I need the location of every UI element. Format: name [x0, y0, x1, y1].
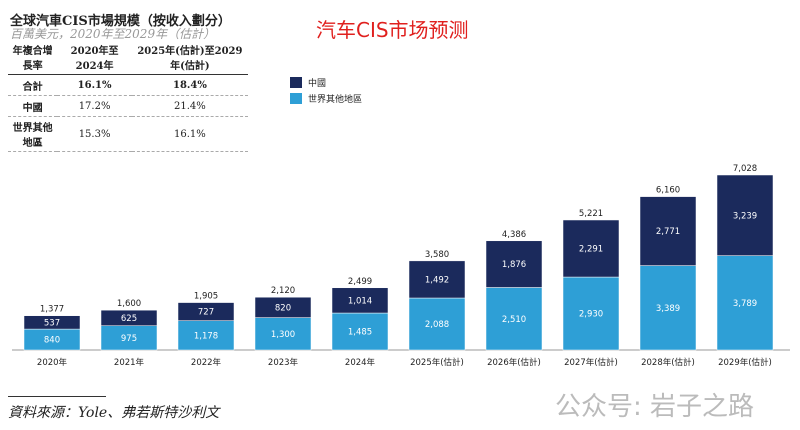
total-label: 3,580 [425, 250, 449, 260]
data-label: 625 [121, 314, 137, 324]
legend-swatch [290, 77, 302, 88]
bar-segment [100, 325, 158, 351]
total-label: 2,120 [271, 286, 295, 296]
data-label: 1,485 [348, 328, 372, 338]
data-label: 1,876 [502, 260, 526, 270]
legend-swatch [290, 93, 302, 104]
cell: 合計 [8, 74, 58, 96]
legend-rest-of-world: 世界其他地區 [290, 92, 362, 105]
data-label: 820 [275, 303, 291, 313]
data-label: 3,389 [656, 304, 680, 314]
bar-segment [485, 240, 543, 288]
table-header: 年複合增長率 [8, 40, 58, 75]
data-label: 2,771 [656, 227, 680, 237]
data-label: 3,239 [733, 211, 757, 221]
data-label: 1,300 [271, 330, 295, 340]
chart-title: 全球汽車CIS市場規模（按收入劃分） [10, 14, 231, 29]
x-tick-label: 2024年 [345, 357, 376, 368]
total-label: 7,028 [733, 164, 757, 174]
total-label: 2,499 [348, 277, 372, 287]
bar-segment [639, 196, 697, 266]
bar-segment [639, 265, 697, 351]
data-label: 1,014 [348, 296, 372, 306]
divider [8, 396, 106, 397]
data-label: 3,789 [733, 299, 757, 309]
cell: 21.4% [131, 95, 248, 117]
total-label: 5,221 [579, 209, 603, 219]
bar-segment [716, 174, 774, 256]
cell: 15.3% [57, 116, 132, 152]
total-label: 1,377 [40, 305, 64, 315]
bar-segment [562, 219, 620, 278]
bar-segment [485, 287, 543, 351]
bar-segment [177, 320, 235, 351]
total-label: 1,905 [194, 292, 218, 302]
cell: 16.1% [131, 116, 248, 152]
x-tick-label: 2028年(估計) [641, 357, 695, 368]
total-label: 6,160 [656, 186, 680, 196]
bar-segment [254, 317, 312, 351]
chart-subtitle: 百萬美元，2020年至2029年（估計） [10, 27, 216, 41]
bar-segment [408, 260, 466, 299]
data-label: 2,291 [579, 245, 603, 255]
x-tick-label: 2022年 [191, 357, 222, 368]
table-row: 世界其他地區 15.3% 16.1% [8, 116, 248, 152]
x-tick-label: 2029年(估計) [718, 357, 772, 368]
bar-segment [100, 309, 158, 326]
legend-label: 中國 [308, 79, 327, 89]
table-row: 中國 17.2% 21.4% [8, 95, 248, 117]
bar-segment [408, 297, 466, 351]
data-label: 840 [44, 336, 60, 346]
data-label: 727 [198, 308, 214, 318]
total-label: 1,600 [117, 299, 141, 309]
cell: 18.4% [131, 74, 248, 96]
red-title: 汽车CIS市场预测 [316, 18, 469, 42]
data-label: 1,178 [194, 331, 218, 341]
legend-label: 世界其他地區 [308, 95, 363, 105]
cell: 17.2% [57, 95, 132, 117]
bar-segment [331, 312, 389, 351]
bar-segment [23, 315, 81, 330]
bar-segment [177, 302, 235, 321]
table-header: 2025年(估計)至2029年(估計) [131, 40, 248, 75]
table-header: 2020年至2024年 [57, 40, 132, 75]
cell: 16.1% [57, 74, 132, 96]
legend-china: 中國 [290, 76, 326, 89]
x-tick-label: 2025年(估計) [410, 357, 464, 368]
cell: 中國 [8, 95, 58, 117]
data-label: 2,088 [425, 320, 449, 330]
x-tick-label: 2023年 [268, 357, 299, 368]
data-label: 537 [44, 318, 60, 328]
table-row: 合計 16.1% 18.4% [8, 74, 248, 96]
total-label: 4,386 [502, 230, 526, 240]
data-label: 2,930 [579, 310, 603, 320]
data-label: 2,510 [502, 315, 526, 325]
cell: 世界其他地區 [8, 116, 58, 152]
x-tick-label: 2020年 [37, 357, 68, 368]
bar-segment [254, 296, 312, 318]
watermark: 公众号: 岩子之路 [555, 392, 755, 422]
x-tick-label: 2026年(估計) [487, 357, 541, 368]
data-label: 1,492 [425, 275, 449, 285]
x-tick-label: 2027年(估計) [564, 357, 618, 368]
x-tick-label: 2021年 [114, 357, 145, 368]
data-label: 975 [121, 334, 137, 344]
bar-segment [716, 255, 774, 351]
bar-segment [562, 276, 620, 351]
cagr-table: 年複合增長率 2020年至2024年 2025年(估計)至2029年(估計) 合… [8, 40, 248, 152]
source-note: 資料來源：Yole、弗若斯特沙利文 [8, 405, 220, 421]
bar-segment [331, 287, 389, 314]
